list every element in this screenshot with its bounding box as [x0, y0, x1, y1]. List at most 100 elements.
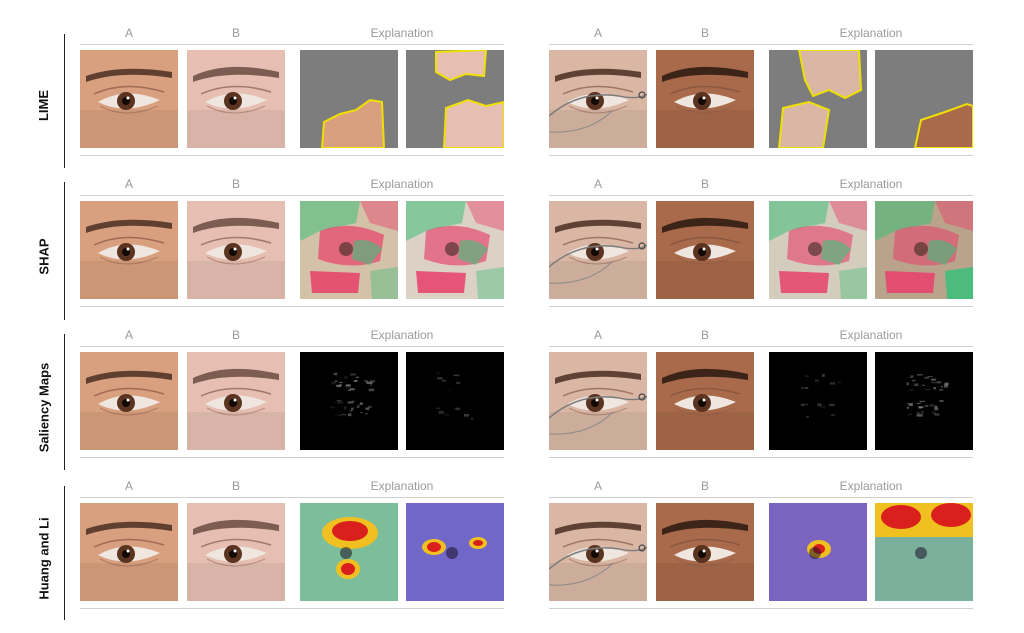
- row-label-text: Huang and Li: [36, 516, 52, 600]
- image-b: [187, 201, 285, 299]
- image-a-graphic: [80, 201, 178, 299]
- header-explanation: Explanation: [370, 479, 434, 493]
- image-explanation-1: [769, 50, 867, 148]
- image-explanation-1: [300, 201, 398, 299]
- panel-top-rule: [549, 497, 973, 498]
- image-explanation-2-graphic: [875, 503, 973, 601]
- header-a: A: [124, 479, 133, 493]
- image-explanation-2: [875, 503, 973, 601]
- panel-bottom-rule: [80, 155, 504, 156]
- image-b-graphic: [187, 201, 285, 299]
- header-b: B: [700, 328, 709, 342]
- row-label-text: LIME: [36, 89, 52, 121]
- image-explanation-2-graphic: [406, 50, 504, 148]
- panel-bottom-rule: [549, 155, 973, 156]
- image-explanation-2-graphic: [406, 352, 504, 450]
- image-a-graphic: [80, 503, 178, 601]
- image-explanation-1: [300, 352, 398, 450]
- figure-row-saliency: Saliency Maps A B Explanation A B Explanation: [0, 328, 1024, 482]
- image-a-graphic: [80, 352, 178, 450]
- row-divider: [64, 486, 65, 620]
- image-a-graphic: [549, 352, 647, 450]
- row-label: SHAP: [33, 181, 55, 331]
- comparison-panel-right: A B Explanation: [549, 479, 973, 609]
- image-explanation-2: [875, 201, 973, 299]
- panel-bottom-rule: [549, 608, 973, 609]
- header-explanation: Explanation: [370, 177, 434, 191]
- header-explanation: Explanation: [370, 328, 434, 342]
- image-explanation-1: [769, 503, 867, 601]
- header-b: B: [231, 26, 240, 40]
- image-explanation-1: [300, 503, 398, 601]
- panel-bottom-rule: [549, 457, 973, 458]
- panel-bottom-rule: [549, 306, 973, 307]
- image-b-graphic: [656, 201, 754, 299]
- image-explanation-2: [406, 503, 504, 601]
- comparison-panel-right: A B Explanation: [549, 328, 973, 458]
- header-b: B: [231, 328, 240, 342]
- image-explanation-1-graphic: [300, 50, 398, 148]
- image-explanation-2-graphic: [875, 352, 973, 450]
- image-explanation-2: [406, 50, 504, 148]
- image-b: [187, 50, 285, 148]
- image-a-graphic: [549, 503, 647, 601]
- row-label-text: SHAP: [36, 237, 52, 275]
- image-explanation-2: [875, 50, 973, 148]
- image-explanation-2: [406, 352, 504, 450]
- header-a: A: [124, 177, 133, 191]
- panel-top-rule: [549, 195, 973, 196]
- image-a: [80, 50, 178, 148]
- header-explanation: Explanation: [839, 479, 903, 493]
- image-b: [187, 503, 285, 601]
- image-a-graphic: [80, 50, 178, 148]
- row-label: Saliency Maps: [33, 332, 55, 482]
- figure-row-shap: SHAP A B Explanation A B Explanation: [0, 177, 1024, 331]
- figure-row-lime: LIME A B Explanation A B Explanation: [0, 26, 1024, 180]
- header-a: A: [593, 479, 602, 493]
- header-b: B: [231, 177, 240, 191]
- image-a: [549, 352, 647, 450]
- header-a: A: [593, 177, 602, 191]
- header-b: B: [700, 479, 709, 493]
- image-explanation-1-graphic: [769, 50, 867, 148]
- header-a: A: [124, 328, 133, 342]
- image-explanation-1-graphic: [769, 201, 867, 299]
- image-explanation-2: [406, 201, 504, 299]
- panel-bottom-rule: [80, 306, 504, 307]
- header-a: A: [593, 26, 602, 40]
- header-a: A: [124, 26, 133, 40]
- image-explanation-2-graphic: [875, 201, 973, 299]
- comparison-panel-right: A B Explanation: [549, 26, 973, 156]
- header-b: B: [231, 479, 240, 493]
- header-explanation: Explanation: [370, 26, 434, 40]
- image-b: [656, 352, 754, 450]
- image-explanation-1: [300, 50, 398, 148]
- header-a: A: [593, 328, 602, 342]
- comparison-panel-left: A B Explanation: [80, 479, 504, 609]
- image-b-graphic: [187, 50, 285, 148]
- row-label: Huang and Li: [33, 483, 55, 633]
- row-divider: [64, 34, 65, 168]
- comparison-panel-right: A B Explanation: [549, 177, 973, 307]
- image-a-graphic: [549, 50, 647, 148]
- panel-top-rule: [549, 44, 973, 45]
- header-explanation: Explanation: [839, 26, 903, 40]
- header-explanation: Explanation: [839, 177, 903, 191]
- image-explanation-1-graphic: [300, 201, 398, 299]
- image-b: [656, 503, 754, 601]
- image-explanation-2: [875, 352, 973, 450]
- row-divider: [64, 182, 65, 320]
- image-explanation-1: [769, 201, 867, 299]
- image-a: [549, 50, 647, 148]
- image-b: [187, 352, 285, 450]
- image-b-graphic: [187, 503, 285, 601]
- image-explanation-1-graphic: [769, 503, 867, 601]
- panel-bottom-rule: [80, 608, 504, 609]
- image-explanation-1-graphic: [769, 352, 867, 450]
- image-explanation-2-graphic: [406, 503, 504, 601]
- panel-top-rule: [80, 497, 504, 498]
- panel-bottom-rule: [80, 457, 504, 458]
- image-explanation-1: [769, 352, 867, 450]
- row-label: LIME: [33, 30, 55, 180]
- comparison-panel-left: A B Explanation: [80, 26, 504, 156]
